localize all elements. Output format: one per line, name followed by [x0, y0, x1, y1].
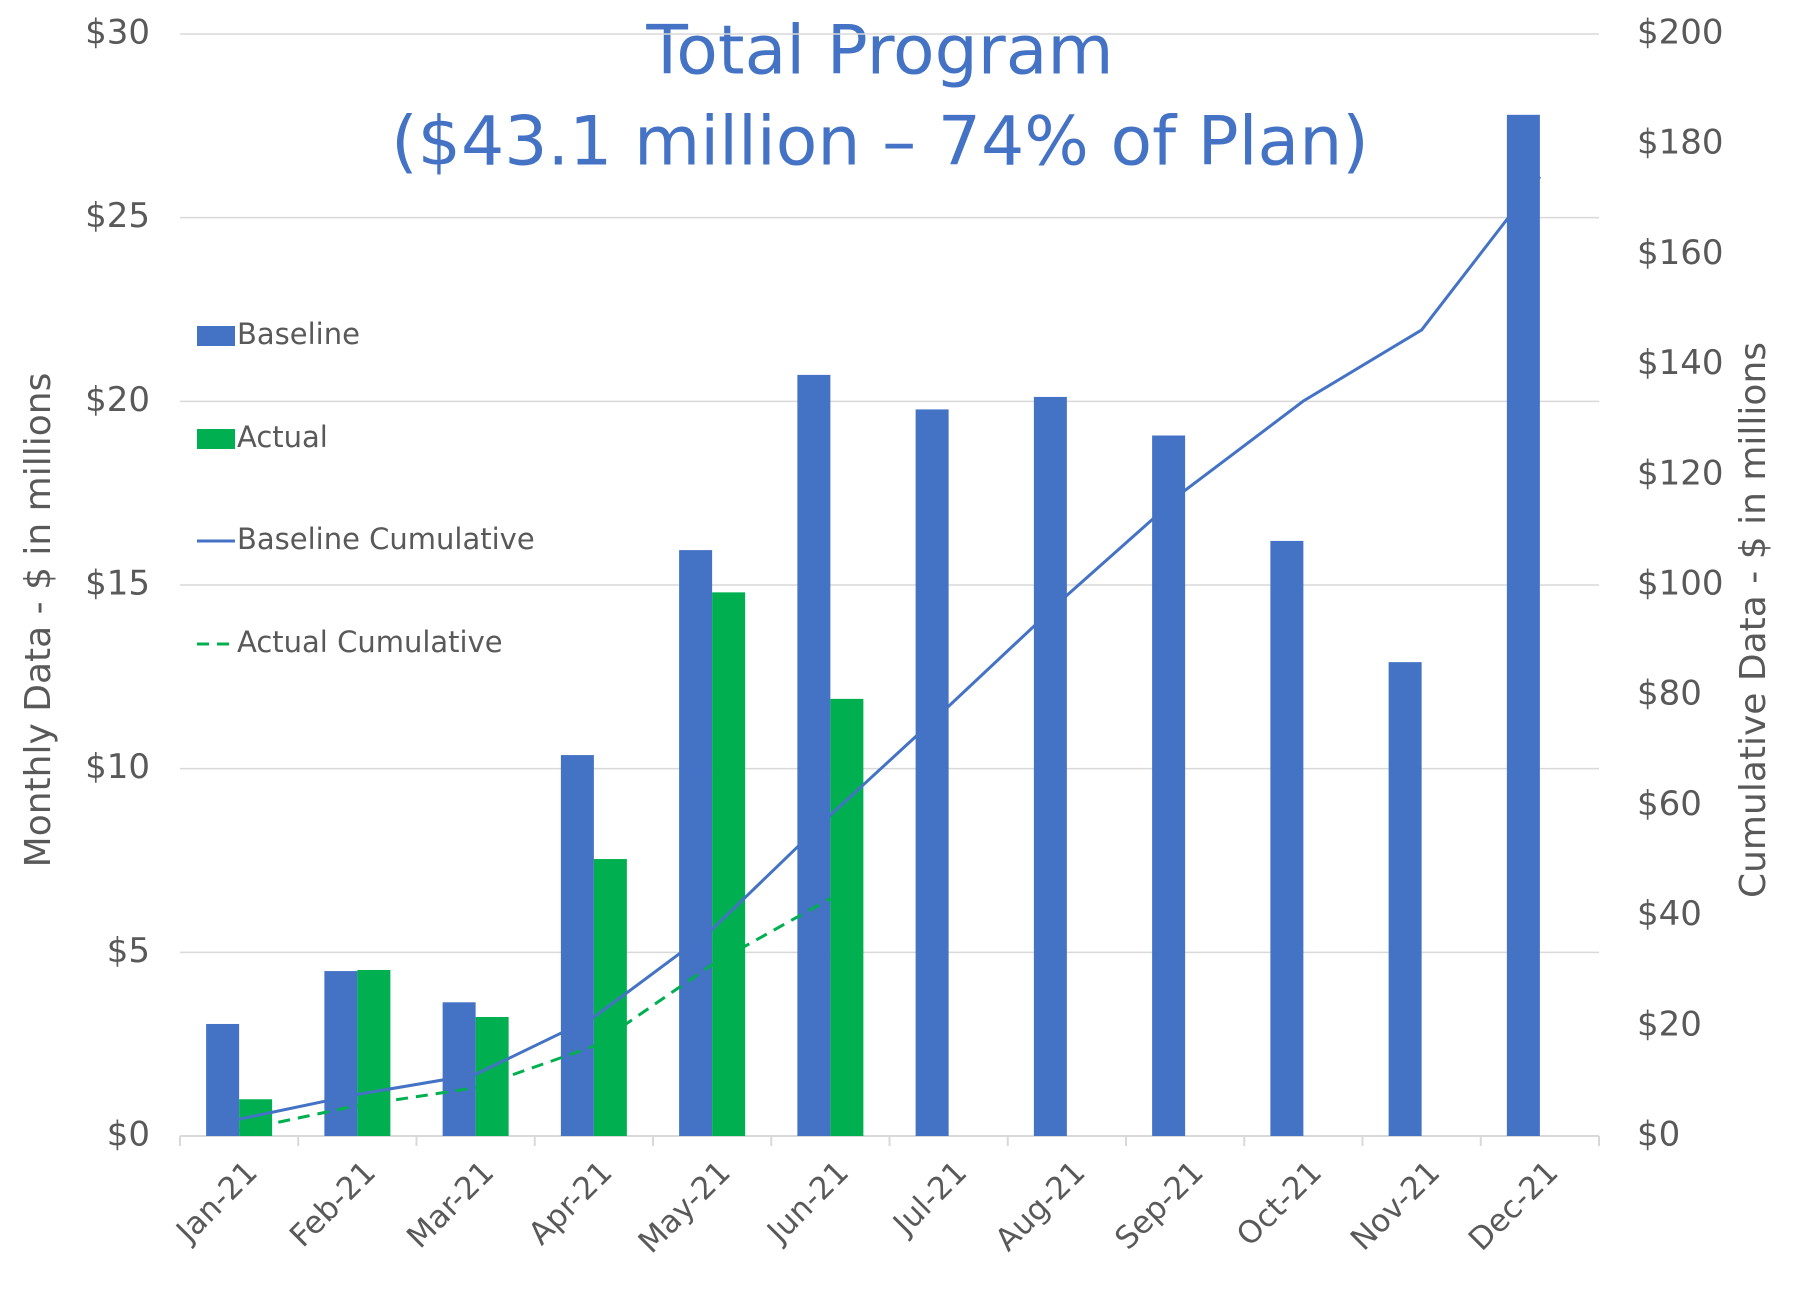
bar [442, 1002, 476, 1136]
legend-label: Actual [237, 420, 328, 454]
y-tick-label: $0 [107, 1115, 150, 1155]
x-tick-label: Jun-21 [759, 1154, 856, 1251]
bar [1270, 540, 1304, 1136]
bar [206, 1023, 240, 1136]
bar [1506, 114, 1540, 1136]
y2-tick-label: $200 [1637, 13, 1724, 53]
x-tick-label: Nov-21 [1344, 1154, 1447, 1257]
y-tick-label: $25 [85, 196, 150, 236]
bar [797, 374, 831, 1136]
y2-tick-label: $180 [1637, 123, 1724, 163]
chart-title: ($43.1 million – 74% of Plan) [391, 103, 1369, 182]
y2-tick-label: $20 [1637, 1004, 1702, 1044]
y-tick-label: $30 [85, 13, 150, 53]
bar [679, 550, 713, 1136]
x-tick-label: Aug-21 [988, 1154, 1092, 1258]
y2-tick-label: $0 [1637, 1115, 1680, 1155]
line-series [238, 897, 832, 1132]
x-tick-label: Jan-21 [168, 1154, 264, 1250]
legend-label: Baseline Cumulative [237, 522, 535, 556]
x-tick-label: Jul-21 [885, 1154, 974, 1243]
legend-swatch [197, 326, 235, 346]
bar [712, 592, 746, 1136]
legend-label: Actual Cumulative [237, 625, 503, 659]
bar [830, 698, 864, 1136]
y2-tick-label: $160 [1637, 233, 1724, 273]
y2-tick-label: $120 [1637, 453, 1724, 493]
x-tick-label: Oct-21 [1230, 1154, 1329, 1253]
y-axis-title: Monthly Data - $ in millions [18, 373, 59, 868]
y2-axis-title: Cumulative Data - $ in millions [1733, 342, 1774, 898]
bar [1033, 396, 1067, 1137]
chart-title: Total Program [645, 12, 1113, 91]
bar [1388, 662, 1422, 1136]
bar [1152, 435, 1186, 1136]
line-series [238, 175, 1542, 1121]
y-tick-label: $5 [107, 931, 150, 971]
legend-label: Baseline [237, 317, 360, 351]
bar [357, 969, 391, 1136]
y2-tick-label: $80 [1637, 674, 1702, 714]
y2-tick-label: $100 [1637, 564, 1724, 604]
y2-tick-label: $40 [1637, 894, 1702, 934]
y2-tick-label: $140 [1637, 343, 1724, 383]
y-tick-label: $10 [85, 747, 150, 787]
bar [915, 409, 949, 1136]
bar [560, 755, 594, 1136]
x-tick-label: Feb-21 [283, 1154, 383, 1254]
x-tick-label: May-21 [632, 1154, 738, 1260]
legend-swatch [197, 429, 235, 449]
y-tick-label: $20 [85, 380, 150, 420]
x-tick-label: Mar-21 [400, 1154, 501, 1255]
x-tick-label: Sep-21 [1108, 1154, 1211, 1257]
y-tick-label: $15 [85, 564, 150, 604]
y2-tick-label: $60 [1637, 784, 1702, 824]
x-tick-label: Apr-21 [522, 1154, 620, 1252]
x-tick-label: Dec-21 [1462, 1154, 1566, 1258]
bar [324, 971, 358, 1136]
